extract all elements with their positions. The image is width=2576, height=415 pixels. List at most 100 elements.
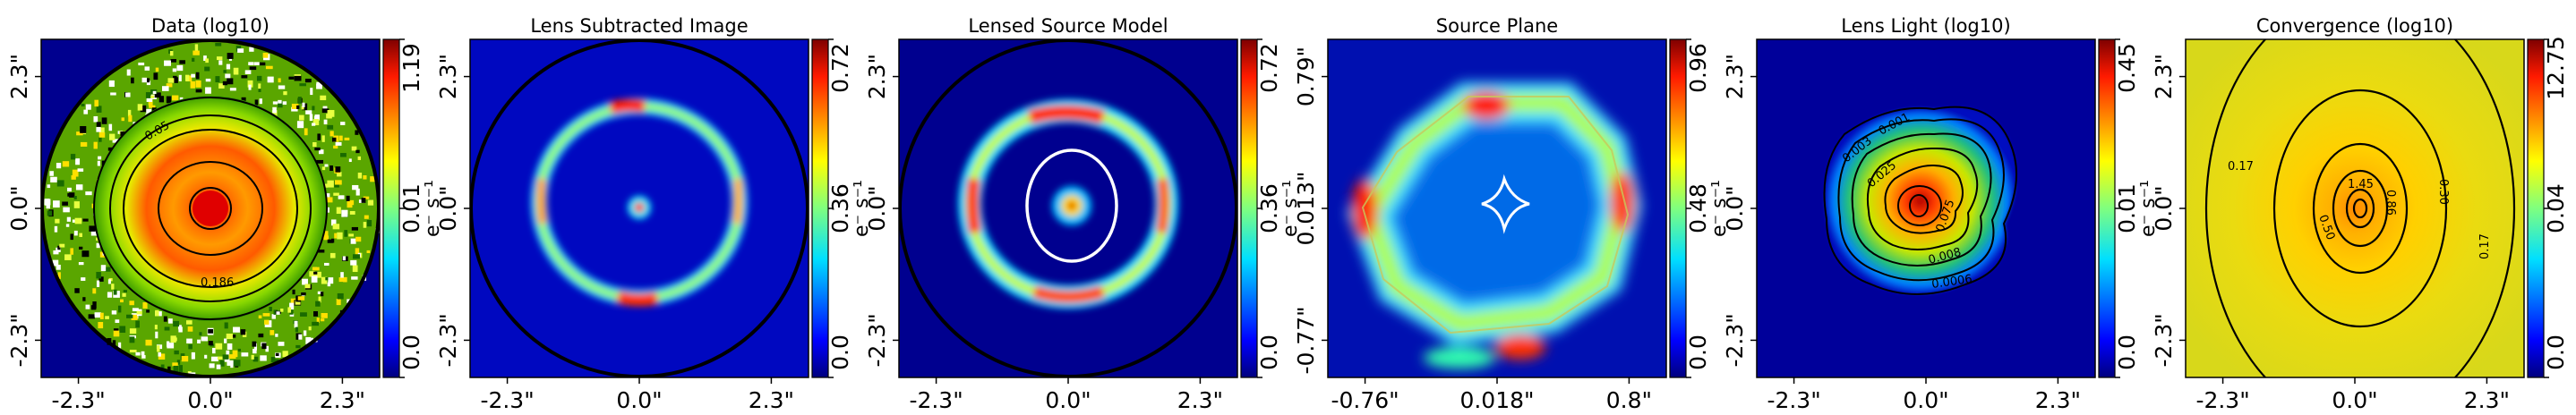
- noise-speckle: [305, 110, 312, 114]
- noise-speckle: [96, 106, 102, 113]
- noise-speckle: [280, 309, 284, 312]
- noise-speckle: [137, 104, 143, 111]
- noise-speckle: [357, 173, 363, 179]
- noise-speckle: [73, 230, 78, 236]
- noise-speckle: [244, 70, 252, 74]
- panel-title: Convergence (log10): [2256, 15, 2453, 37]
- colorbar: [1240, 38, 1258, 378]
- noise-speckle: [325, 277, 329, 281]
- noise-speckle: [164, 60, 171, 66]
- noise-speckle: [131, 77, 134, 84]
- noise-speckle: [161, 86, 169, 91]
- x-tick-label: 0.0": [187, 387, 233, 413]
- colorbar-tick-label: 0.0: [1256, 335, 1282, 370]
- noise-speckle: [289, 313, 295, 317]
- noise-speckle: [321, 313, 328, 318]
- heatmap-lens-subtracted: [470, 39, 809, 377]
- noise-speckle: [92, 288, 97, 294]
- noise-speckle: [146, 108, 152, 115]
- noise-speckle: [233, 360, 241, 367]
- noise-speckle: [210, 356, 218, 362]
- x-tick-label: 0.018": [1459, 387, 1534, 413]
- noise-speckle: [337, 292, 344, 300]
- noise-speckle: [195, 89, 202, 93]
- noise-speckle: [82, 218, 89, 222]
- noise-speckle: [233, 326, 240, 333]
- noise-speckle: [46, 204, 51, 209]
- noise-speckle: [295, 300, 301, 305]
- noise-speckle: [217, 356, 225, 360]
- noise-speckle: [204, 354, 208, 359]
- noise-speckle: [44, 199, 51, 206]
- noise-speckle: [98, 276, 104, 282]
- noise-speckle: [74, 217, 82, 224]
- noise-speckle: [113, 289, 117, 295]
- colorbar-tick-label: 1.19: [398, 43, 424, 93]
- noise-speckle: [219, 360, 225, 367]
- noise-speckle: [197, 339, 201, 343]
- noise-speckle: [258, 315, 262, 319]
- noise-speckle: [248, 84, 252, 90]
- noise-speckle: [176, 360, 181, 365]
- y-tick-label: -2.3": [435, 313, 461, 367]
- noise-speckle: [90, 305, 97, 310]
- colorbar-tick-label: 0.0: [2543, 335, 2569, 370]
- noise-speckle: [366, 219, 372, 227]
- noise-speckle: [144, 66, 150, 71]
- x-tick-label: 0.0": [1045, 387, 1091, 413]
- noise-speckle: [252, 356, 259, 362]
- noise-speckle: [320, 292, 324, 297]
- noise-speckle: [178, 74, 182, 81]
- noise-speckle: [188, 344, 193, 350]
- noise-speckle: [122, 292, 126, 297]
- noise-speckle: [247, 80, 253, 88]
- noise-speckle: [212, 347, 216, 354]
- noise-speckle: [157, 345, 160, 352]
- noise-speckle: [342, 256, 347, 261]
- x-tick-label: -2.3": [480, 387, 534, 413]
- noise-speckle: [215, 42, 222, 47]
- noise-speckle: [149, 105, 156, 108]
- colorbar-unit-label: e⁻ s⁻¹: [1279, 180, 1302, 237]
- axes-1: -2.3" 0.0" 2.3" -2.3" 0.0" 2.3" 0.0 0.01 1.19 e⁻ …: [6, 38, 444, 413]
- noise-speckle: [78, 261, 84, 266]
- noise-speckle: [85, 304, 90, 309]
- noise-speckle: [153, 72, 158, 80]
- noise-speckle: [314, 114, 320, 120]
- noise-speckle: [90, 229, 98, 236]
- noise-speckle: [70, 154, 76, 160]
- noise-speckle: [194, 44, 199, 51]
- noise-speckle: [192, 57, 195, 62]
- noise-speckle: [270, 330, 275, 335]
- noise-speckle: [141, 77, 147, 83]
- noise-speckle: [174, 77, 178, 83]
- noise-speckle: [111, 284, 115, 290]
- panel-title: Source Plane: [1436, 15, 1558, 37]
- noise-speckle: [172, 95, 179, 101]
- noise-speckle: [186, 320, 193, 325]
- noise-speckle: [328, 277, 334, 284]
- axes-6: -2.3" 0.0" 2.3" -2.3" 0.0" 2.3" 0.0 0.04 12.75: [2151, 36, 2569, 413]
- noise-speckle: [278, 101, 283, 108]
- colorbar-tick-label: 0.36: [827, 183, 853, 233]
- noise-speckle: [230, 364, 234, 368]
- noise-speckle: [278, 99, 282, 104]
- noise-speckle: [249, 47, 254, 52]
- noise-speckle: [252, 341, 257, 347]
- noise-speckle: [226, 350, 230, 357]
- noise-speckle: [160, 364, 165, 370]
- noise-speckle: [226, 64, 231, 70]
- noise-speckle: [199, 332, 202, 336]
- noise-speckle: [276, 311, 280, 315]
- data-contour-label: 0.186: [201, 276, 234, 290]
- noise-speckle: [296, 105, 300, 109]
- noise-speckle: [81, 277, 86, 281]
- noise-speckle: [57, 245, 61, 250]
- noise-speckle: [352, 265, 358, 273]
- caustic: [1481, 174, 1530, 234]
- x-tick-label: 0.0": [616, 387, 662, 413]
- noise-speckle: [307, 337, 313, 342]
- noise-speckle: [278, 85, 286, 89]
- noise-speckle: [99, 312, 104, 319]
- colorbar: [382, 38, 400, 378]
